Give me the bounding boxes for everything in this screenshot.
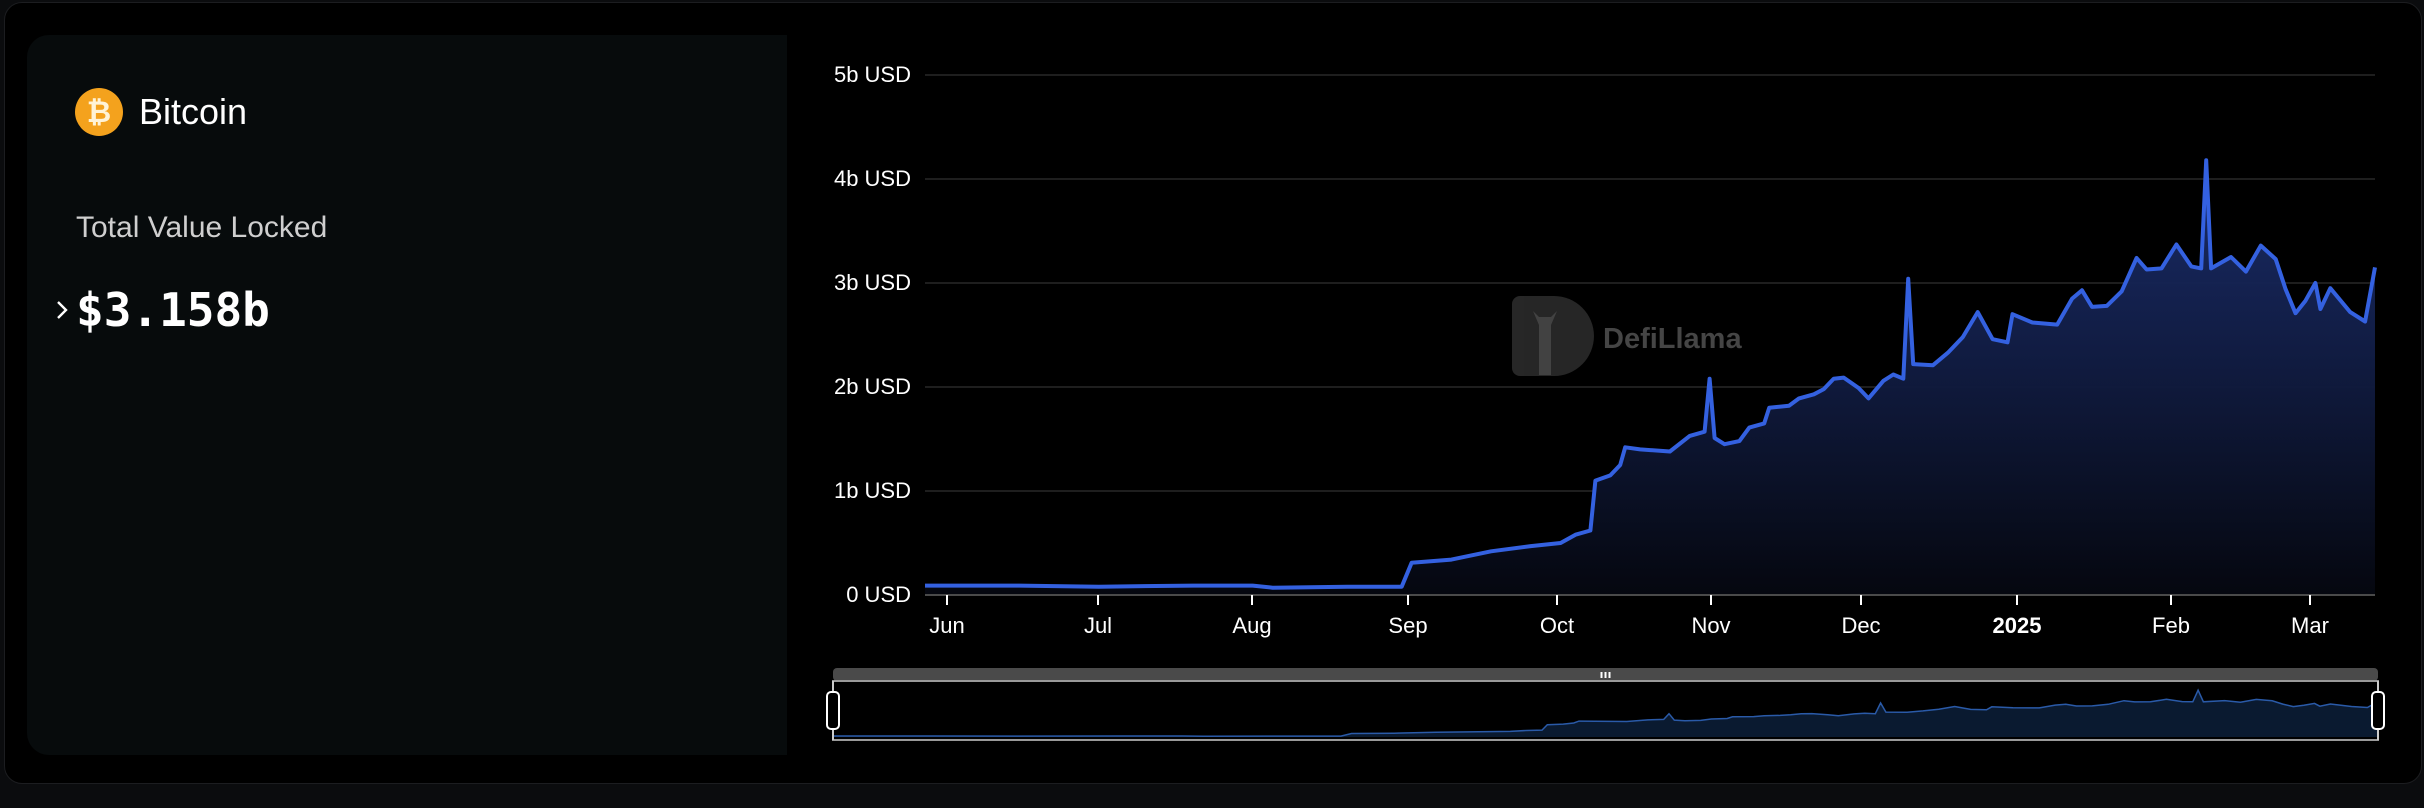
x-axis-label: Sep <box>1388 613 1427 638</box>
y-axis-label: 5b USD <box>834 62 911 87</box>
range-slider[interactable] <box>826 668 2385 741</box>
bitcoin-icon: ₿ <box>75 88 123 136</box>
chart-svg[interactable]: 0 USD 1b USD 2b USD 3b USD 4b USD 5b USD DefiL… <box>787 3 2424 803</box>
x-axis-label: Jul <box>1084 613 1112 638</box>
y-axis-label: 1b USD <box>834 478 911 503</box>
x-axis-label: Aug <box>1232 613 1271 638</box>
tvl-line <box>925 158 2377 590</box>
drag-grip-icon[interactable] <box>1600 672 1611 678</box>
chain-header: ₿ Bitcoin <box>75 88 247 136</box>
slider-handle-left[interactable] <box>826 691 840 730</box>
x-axis-label: Oct <box>1540 613 1574 638</box>
y-axis-label: 2b USD <box>834 374 911 399</box>
tvl-label: Total Value Locked <box>76 211 328 244</box>
x-axis-label: Feb <box>2152 613 2190 638</box>
summary-panel: ₿ Bitcoin Total Value Locked $3.158b <box>27 35 787 755</box>
defillama-watermark: DefiLlama <box>1512 296 1742 376</box>
tvl-chart[interactable]: 0 USD 1b USD 2b USD 3b USD 4b USD 5b USD DefiL… <box>787 3 2424 803</box>
tvl-card: ₿ Bitcoin Total Value Locked $3.158b 0 U… <box>4 2 2422 784</box>
y-axis-label: 0 USD <box>846 582 911 607</box>
x-axis-label: Jun <box>929 613 964 638</box>
area-fill <box>925 160 2375 596</box>
mini-area <box>833 690 2378 737</box>
y-axis-label: 3b USD <box>834 270 911 295</box>
slider-handle-right[interactable] <box>2371 691 2385 730</box>
svg-text:DefiLlama: DefiLlama <box>1603 323 1742 355</box>
x-axis-label: Nov <box>1691 613 1730 638</box>
mini-line <box>833 688 2379 737</box>
x-axis-label: Dec <box>1841 613 1880 638</box>
x-axis-label: 2025 <box>1993 613 2042 638</box>
tvl-value: $3.158b <box>76 283 270 337</box>
tvl-row[interactable]: $3.158b <box>47 283 270 337</box>
x-axis-label: Mar <box>2291 613 2329 638</box>
chevron-right-icon[interactable] <box>47 290 77 330</box>
y-axis-label: 4b USD <box>834 166 911 191</box>
chain-name: Bitcoin <box>139 91 248 132</box>
